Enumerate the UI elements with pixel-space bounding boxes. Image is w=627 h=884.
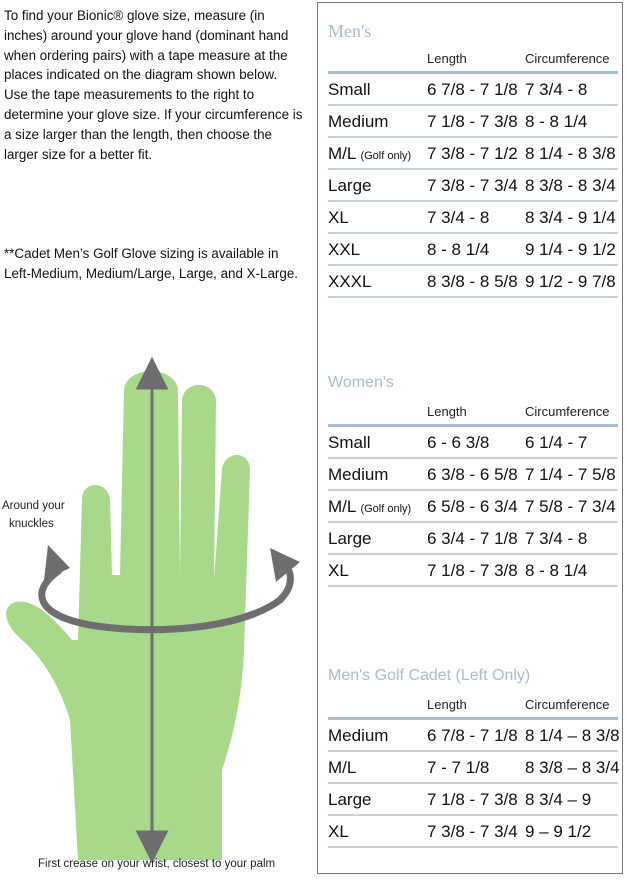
knuckles-label-2: knuckles [9, 518, 54, 530]
cadet-note: **Cadet Men’s Golf Glove sizing is avail… [4, 246, 299, 281]
size-note: (Golf only) [360, 150, 412, 162]
table-row: Large 7 3/8 - 7 3/4 8 3/8 - 8 3/4 [328, 170, 618, 202]
circumference-value: 8 - 8 1/4 [525, 561, 588, 580]
table-header: Length Circumference [328, 695, 618, 720]
length-value: 7 1/8 - 7 3/8 [427, 112, 518, 131]
hand-shape [6, 371, 251, 860]
table-title: Women's [328, 374, 394, 391]
table-title: Men's [328, 21, 372, 41]
table-row: Large 7 1/8 - 7 3/8 8 3/4 – 9 [328, 784, 618, 816]
circumference-value: 6 1/4 - 7 [525, 433, 588, 452]
col-circumference: Circumference [525, 404, 610, 419]
table-row: M/L (Golf only) 7 3/8 - 7 1/2 8 1/4 - 8 … [328, 138, 618, 170]
table-row: XL 7 3/8 - 7 3/4 9 – 9 1/2 [328, 816, 618, 848]
length-value: 7 3/4 - 8 [427, 208, 490, 227]
size-label: XXXL [328, 272, 372, 291]
size-label: M/L [328, 144, 356, 163]
size-label: Large [328, 790, 372, 809]
circumference-value: 9 1/4 - 9 1/2 [525, 240, 616, 259]
womens-table: Women's Length Circumference Small 6 - 6… [328, 374, 618, 587]
mens-table: Men's Length Circumference Small 6 7/8 -… [328, 21, 618, 298]
circumference-value: 7 3/4 - 8 [525, 529, 588, 548]
circumference-value: 7 5/8 - 7 3/4 [525, 497, 616, 516]
length-value: 8 3/8 - 8 5/8 [427, 272, 518, 291]
hand-diagram: Around your knuckles First crease on you… [0, 340, 310, 884]
length-value: 7 3/8 - 7 3/4 [427, 822, 518, 841]
size-label: M/L [328, 758, 357, 777]
length-value: 8 - 8 1/4 [427, 240, 490, 259]
circumference-value: 8 3/4 – 9 [525, 790, 592, 809]
length-value: 7 1/8 - 7 3/8 [427, 561, 518, 580]
table-row: XL 7 1/8 - 7 3/8 8 - 8 1/4 [328, 555, 618, 587]
table-row: Medium 6 3/8 - 6 5/8 7 1/4 - 7 5/8 [328, 459, 618, 491]
size-label: XL [328, 561, 349, 580]
length-value: 7 - 7 1/8 [427, 758, 490, 777]
table-row: XL 7 3/4 - 8 8 3/4 - 9 1/4 [328, 202, 618, 234]
size-label: Medium [328, 112, 389, 131]
col-circumference: Circumference [525, 51, 610, 66]
length-value: 6 3/8 - 6 5/8 [427, 465, 518, 484]
table-row: Medium 6 7/8 - 7 1/8 8 1/4 – 8 3/8 [328, 720, 620, 752]
circumference-value: 8 1/4 - 8 3/8 [525, 144, 616, 163]
length-value: 7 1/8 - 7 3/8 [427, 790, 518, 809]
circumference-value: 9 – 9 1/2 [525, 822, 592, 841]
length-arrow [135, 356, 169, 864]
circumference-value: 7 1/4 - 7 5/8 [525, 465, 616, 484]
length-value: 6 - 6 3/8 [427, 433, 490, 452]
size-label: XXL [328, 240, 361, 259]
size-label: XL [328, 208, 349, 227]
circumference-value: 8 - 8 1/4 [525, 112, 588, 131]
length-value: 7 3/8 - 7 1/2 [427, 144, 518, 163]
length-value: 6 5/8 - 6 3/4 [427, 497, 518, 516]
circumference-value: 8 3/8 - 8 3/4 [525, 176, 616, 195]
table-header: Length Circumference [328, 49, 618, 74]
length-value: 6 7/8 - 7 1/8 [427, 726, 518, 745]
table-header: Length Circumference [328, 402, 618, 427]
size-label: Small [328, 433, 371, 452]
length-value: 6 3/4 - 7 1/8 [427, 529, 518, 548]
circumference-value: 8 1/4 – 8 3/8 [525, 726, 620, 745]
size-chart-panel: Men's Length Circumference Small 6 7/8 -… [317, 2, 623, 874]
table-row: XXL 8 - 8 1/4 9 1/4 - 9 1/2 [328, 234, 618, 266]
col-circumference: Circumference [525, 697, 610, 712]
size-label: Small [328, 80, 371, 99]
table-row: Small 6 7/8 - 7 1/8 7 3/4 - 8 [328, 74, 618, 106]
table-row: Medium 7 1/8 - 7 3/8 8 - 8 1/4 [328, 106, 618, 138]
table-row: M/L (Golf only) 6 5/8 - 6 3/4 7 5/8 - 7 … [328, 491, 618, 523]
size-label: Large [328, 176, 372, 195]
table-row: XXXL 8 3/8 - 8 5/8 9 1/2 - 9 7/8 [328, 266, 618, 298]
table-row: Large 6 3/4 - 7 1/8 7 3/4 - 8 [328, 523, 618, 555]
circumference-value: 8 3/4 - 9 1/4 [525, 208, 616, 227]
size-label: Large [328, 529, 372, 548]
golf-cadet-table: Men's Golf Cadet (Left Only) Length Circ… [328, 667, 620, 848]
size-label: Medium [328, 726, 389, 745]
length-value: 6 7/8 - 7 1/8 [427, 80, 518, 99]
size-label: XL [328, 822, 349, 841]
table-row: Small 6 - 6 3/8 6 1/4 - 7 [328, 427, 618, 459]
circumference-value: 7 3/4 - 8 [525, 80, 588, 99]
col-length: Length [427, 404, 467, 419]
wrist-label: First crease on your wrist, closest to y… [38, 858, 276, 870]
table-row: M/L 7 - 7 1/8 8 3/8 – 8 3/4 [328, 752, 620, 784]
size-note: (Golf only) [360, 503, 412, 515]
size-label: M/L [328, 497, 356, 516]
intro-text: To find your Bionic® glove size, measure… [4, 8, 303, 162]
col-length: Length [427, 51, 467, 66]
size-label: Medium [328, 465, 389, 484]
table-title: Men's Golf Cadet (Left Only) [328, 667, 531, 684]
circumference-value: 8 3/8 – 8 3/4 [525, 758, 620, 777]
length-value: 7 3/8 - 7 3/4 [427, 176, 518, 195]
circumference-value: 9 1/2 - 9 7/8 [525, 272, 616, 291]
knuckle-circle-arrow [38, 559, 294, 634]
knuckles-label-1: Around your [2, 500, 65, 512]
col-length: Length [427, 697, 467, 712]
